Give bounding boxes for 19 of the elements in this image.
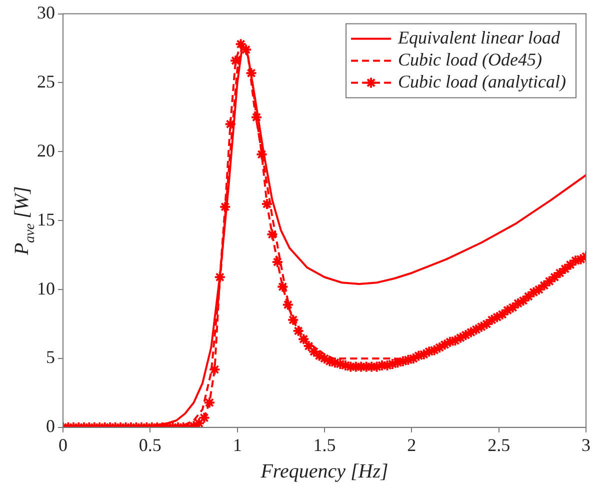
x-axis-title: Frequency [Hz]	[260, 460, 388, 482]
x-tick-label: 0	[58, 434, 68, 455]
y-tick-label: 0	[46, 416, 55, 436]
legend-label: Equivalent linear load	[397, 28, 562, 48]
legend-label: Cubic load (analytical)	[398, 72, 566, 92]
x-tick-label: 2	[407, 434, 416, 455]
y-tick-label: 15	[37, 209, 55, 230]
y-tick-label: 5	[46, 347, 55, 368]
y-tick-label: 25	[37, 71, 55, 92]
x-tick-label: 1	[232, 434, 242, 455]
legend-label: Cubic load (Ode45)	[398, 50, 542, 70]
x-tick-label: 2.5	[488, 434, 510, 455]
x-tick-label: 1.5	[313, 434, 336, 455]
x-tick-label: 0.5	[138, 434, 162, 455]
y-tick-label: 10	[37, 278, 55, 298]
y-axis-title: Pave [W]	[11, 186, 38, 256]
x-tick-label: 3	[582, 434, 590, 455]
y-tick-label: 30	[37, 2, 55, 23]
y-tick-label: 20	[37, 140, 55, 160]
